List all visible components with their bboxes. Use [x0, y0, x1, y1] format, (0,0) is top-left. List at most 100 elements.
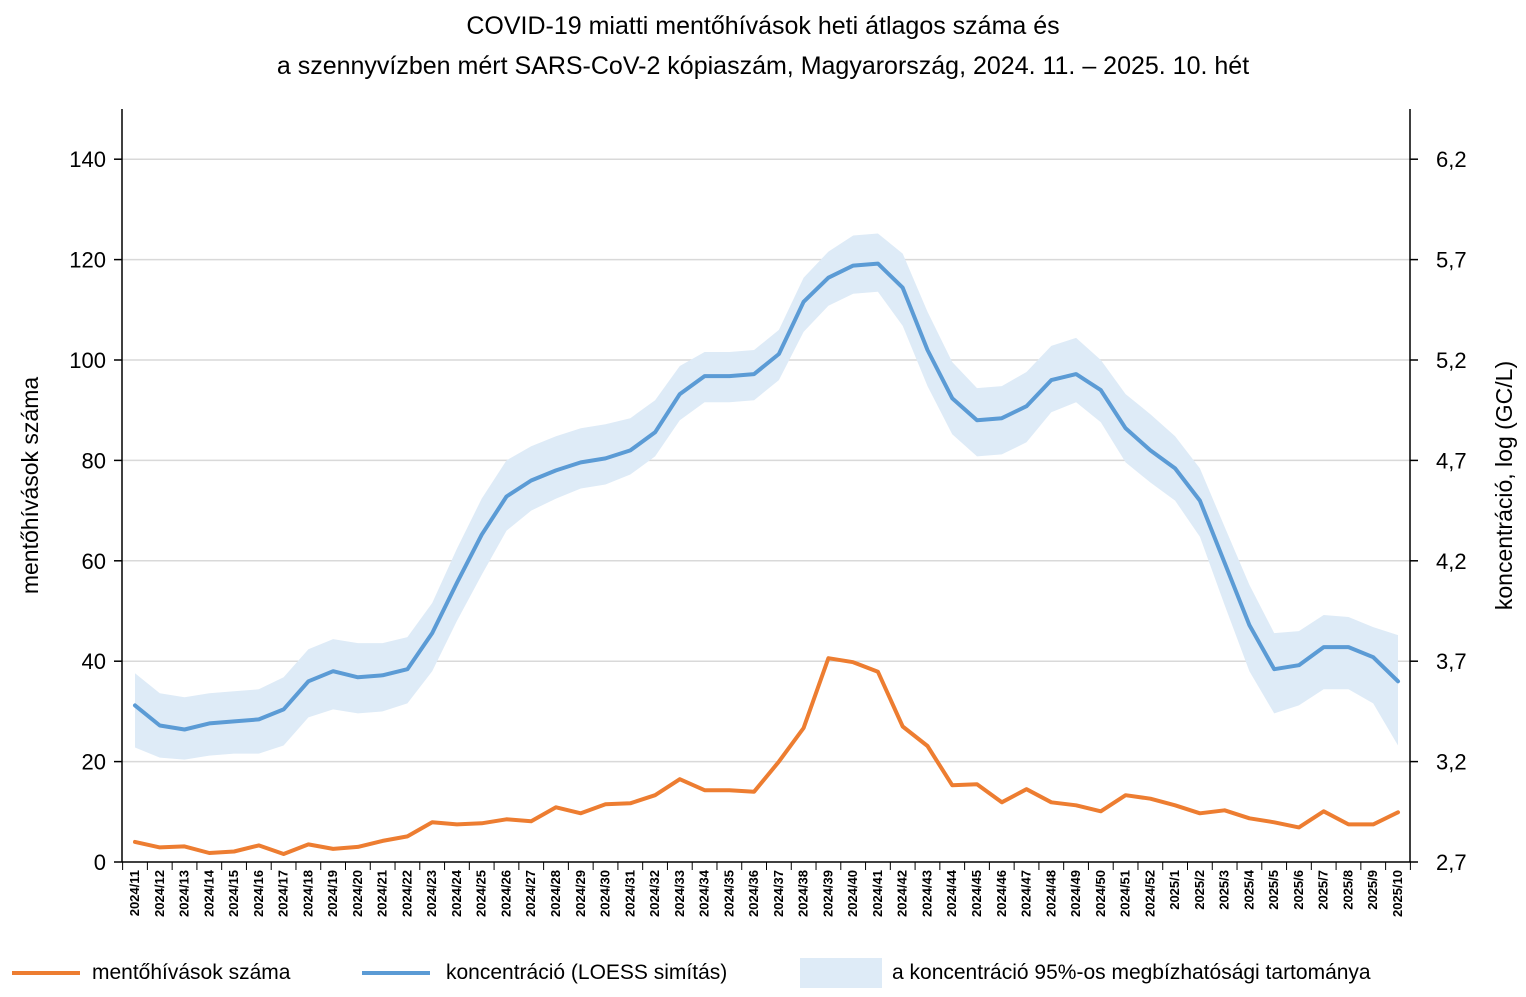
x-tick-label: 2024/45: [969, 870, 984, 917]
concentration-point: [1099, 388, 1103, 392]
chart-title: COVID-19 miatti mentőhívások heti átlago…: [466, 12, 1060, 40]
concentration-point: [802, 300, 806, 304]
x-tick-label: 2025/9: [1365, 870, 1380, 910]
x-tick-label: 2024/15: [226, 870, 241, 917]
x-tick-label: 2025/2: [1192, 870, 1207, 910]
calls-point: [802, 726, 806, 730]
x-tick-label: 2024/40: [845, 870, 860, 917]
calls-point: [1396, 810, 1400, 814]
calls-point: [356, 845, 360, 849]
x-tick-label: 2024/27: [523, 870, 538, 917]
x-tick-label: 2024/13: [177, 870, 192, 917]
calls-point: [158, 845, 162, 849]
x-tick-label: 2024/50: [1093, 870, 1108, 917]
calls-point: [480, 821, 484, 825]
x-tick-label: 2025/1: [1167, 870, 1182, 910]
x-tick-label: 2024/30: [598, 870, 613, 917]
concentration-point: [529, 478, 533, 482]
axis-labels: 0 20 40 60 80 100 120 140 2,7 3,2 3,7 4,2 4,7 5,2 5,7 6…: [17, 147, 1517, 917]
concentration-point: [306, 679, 310, 683]
calls-point: [678, 777, 682, 781]
calls-point: [1198, 811, 1202, 815]
x-tick-label: 2025/5: [1266, 870, 1281, 910]
calls-point: [1223, 808, 1227, 812]
x-tick-label: 2025/6: [1291, 870, 1306, 910]
concentration-point: [331, 669, 335, 673]
x-tick-label: 2024/43: [919, 870, 934, 917]
x-tick-label: 2024/33: [672, 870, 687, 917]
y2-tick-label: 5,7: [1436, 248, 1467, 273]
calls-point: [1173, 803, 1177, 807]
calls-point: [554, 805, 558, 809]
y-tick-label: 20: [82, 750, 106, 775]
calls-point: [257, 843, 261, 847]
x-tick-label: 2024/25: [474, 870, 489, 917]
concentration-point: [183, 727, 187, 731]
x-tick-label: 2024/51: [1118, 870, 1133, 917]
calls-point: [207, 851, 211, 855]
x-tick-label: 2024/12: [152, 870, 167, 917]
x-tick-label: 2024/16: [251, 870, 266, 917]
x-tick-label: 2024/48: [1043, 870, 1058, 917]
x-tick-label: 2024/18: [300, 870, 315, 917]
x-tick-label: 2024/14: [201, 869, 216, 917]
x-tick-label: 2024/41: [870, 870, 885, 917]
concentration-point: [1396, 679, 1400, 683]
calls-point: [703, 788, 707, 792]
concentration-point: [1198, 499, 1202, 503]
concentration-point: [232, 719, 236, 723]
y-tick-label: 120: [69, 248, 106, 273]
axes: [114, 109, 1418, 870]
calls-point: [1247, 816, 1251, 820]
concentration-point: [480, 533, 484, 537]
calls-point: [381, 839, 385, 843]
calls-point: [727, 788, 731, 792]
calls-point: [282, 852, 286, 856]
calls-point: [851, 660, 855, 664]
y2-tick-label: 4,7: [1436, 448, 1467, 473]
calls-point: [1322, 809, 1326, 813]
concentration-point: [282, 707, 286, 711]
calls-point: [133, 840, 137, 844]
x-tick-label: 2025/3: [1217, 870, 1232, 910]
calls-point: [1124, 793, 1128, 797]
y-tick-label: 40: [82, 649, 106, 674]
concentration-point: [504, 495, 508, 499]
x-tick-label: 2024/38: [796, 870, 811, 917]
confidence-band: [135, 233, 1398, 760]
y-axis-title: mentőhívások száma: [17, 377, 43, 595]
concentration-point: [653, 430, 657, 434]
legend-label-band: a koncentráció 95%-os megbízhatósági tar…: [892, 961, 1371, 984]
x-tick-label: 2024/44: [944, 869, 959, 917]
concentration-point: [925, 348, 929, 352]
concentration-point: [381, 673, 385, 677]
concentration-point: [678, 392, 682, 396]
concentration-point: [455, 581, 459, 585]
concentration-point: [1247, 623, 1251, 627]
calls-point: [529, 819, 533, 823]
y2-tick-label: 6,2: [1436, 147, 1467, 172]
x-tick-label: 2024/22: [399, 870, 414, 917]
x-tick-label: 2024/49: [1068, 870, 1083, 917]
calls-point: [1272, 820, 1276, 824]
calls-point: [1371, 822, 1375, 826]
y-tick-label: 140: [69, 147, 106, 172]
calls-point: [430, 820, 434, 824]
concentration-point: [1074, 372, 1078, 376]
x-tick-label: 2024/42: [895, 870, 910, 917]
x-tick-label: 2024/26: [498, 870, 513, 917]
calls-point: [1025, 787, 1029, 791]
gridlines: [122, 158, 1410, 763]
concentration-point: [257, 717, 261, 721]
x-tick-label: 2024/32: [647, 870, 662, 917]
x-tick-label: 2024/28: [548, 870, 563, 917]
calls-point: [455, 822, 459, 826]
legend-swatch-band: [800, 958, 882, 988]
concentration-point: [1124, 426, 1128, 430]
y-tick-label: 80: [82, 448, 106, 473]
calls-point: [1297, 825, 1301, 829]
calls-point: [579, 811, 583, 815]
x-tick-label: 2024/21: [375, 870, 390, 917]
y2-tick-label: 2,7: [1436, 850, 1467, 875]
calls-point: [826, 656, 830, 660]
